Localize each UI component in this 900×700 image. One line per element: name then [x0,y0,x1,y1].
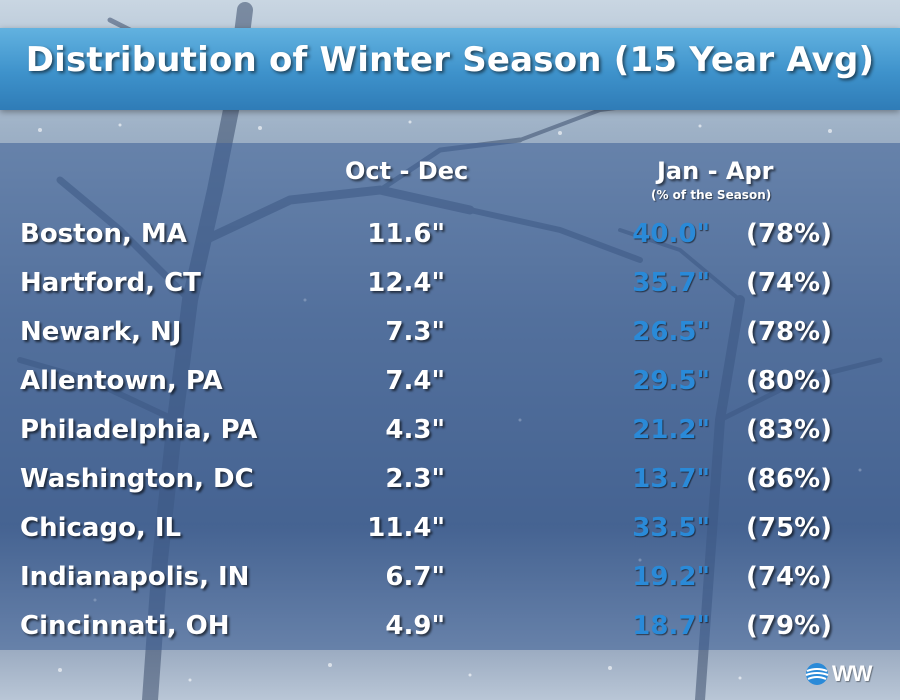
season-percent: (80%) [746,366,832,396]
jan-apr-value: 13.7" [632,464,710,494]
oct-dec-value: 6.7" [385,562,445,592]
season-percent: (83%) [746,415,832,445]
table-row: Boston, MA 11.6" 40.0" (78%) [0,214,900,254]
chart-title: Distribution of Winter Season (15 Year A… [25,40,875,80]
table-row: Hartford, CT 12.4" 35.7" (74%) [0,263,900,303]
city-label: Hartford, CT [20,268,201,298]
city-label: Allentown, PA [20,366,223,396]
table-row: Indianapolis, IN 6.7" 19.2" (74%) [0,557,900,597]
city-label: Cincinnati, OH [20,611,230,641]
city-label: Newark, NJ [20,317,182,347]
oct-dec-value: 11.6" [367,219,445,249]
season-percent: (74%) [746,268,832,298]
city-label: Indianapolis, IN [20,562,250,592]
season-percent: (74%) [746,562,832,592]
column-subheader-pct: (% of the Season) [651,188,772,202]
logo-wordmark: WW [832,661,873,686]
jan-apr-value: 40.0" [632,219,710,249]
jan-apr-value: 26.5" [632,317,710,347]
table-row: Philadelphia, PA 4.3" 21.2" (83%) [0,410,900,450]
season-percent: (75%) [746,513,832,543]
jan-apr-value: 29.5" [632,366,710,396]
season-percent: (86%) [746,464,832,494]
oct-dec-value: 7.3" [385,317,445,347]
jan-apr-value: 19.2" [632,562,710,592]
table-row: Washington, DC 2.3" 13.7" (86%) [0,459,900,499]
season-percent: (78%) [746,219,832,249]
ww-logo [805,663,829,685]
table-panel [0,143,900,650]
title-bar [0,28,900,110]
city-label: Washington, DC [20,464,254,494]
table-row: Allentown, PA 7.4" 29.5" (80%) [0,361,900,401]
column-header-jan-apr: Jan - Apr [657,157,774,185]
oct-dec-value: 2.3" [385,464,445,494]
jan-apr-value: 35.7" [632,268,710,298]
table-row: Newark, NJ 7.3" 26.5" (78%) [0,312,900,352]
season-percent: (78%) [746,317,832,347]
oct-dec-value: 4.9" [385,611,445,641]
table-row: Cincinnati, OH 4.9" 18.7" (79%) [0,606,900,646]
jan-apr-value: 33.5" [632,513,710,543]
oct-dec-value: 12.4" [367,268,445,298]
jan-apr-value: 18.7" [632,611,710,641]
oct-dec-value: 11.4" [367,513,445,543]
oct-dec-value: 7.4" [385,366,445,396]
table-row: Chicago, IL 11.4" 33.5" (75%) [0,508,900,548]
city-label: Boston, MA [20,219,187,249]
oct-dec-value: 4.3" [385,415,445,445]
jan-apr-value: 21.2" [632,415,710,445]
season-percent: (79%) [746,611,832,641]
city-label: Chicago, IL [20,513,182,543]
city-label: Philadelphia, PA [20,415,258,445]
column-header-oct-dec: Oct - Dec [345,157,469,185]
